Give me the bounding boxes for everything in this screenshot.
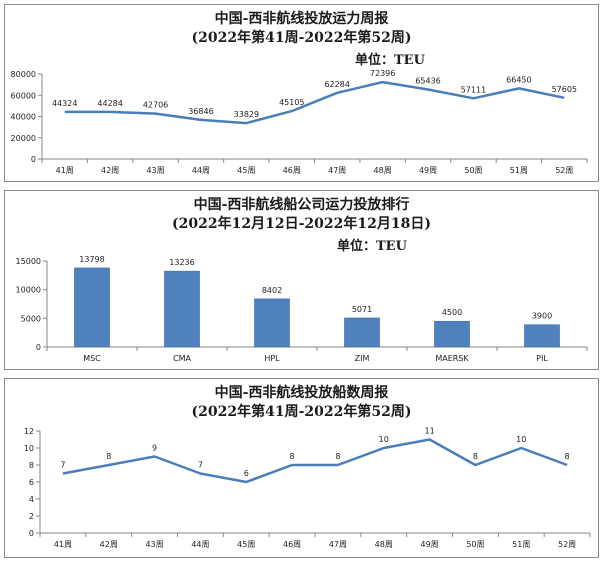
y-tick-label: 0 [29,529,34,538]
y-tick-label: 8 [29,461,34,470]
carrier-bar-chart: 0 5000 10000 15000 13798 MSC 13236 CMA 8402 HPL 50… [16,255,588,363]
x-tick-label: 41周 [54,540,72,549]
bar [254,298,290,348]
x-tick-label: 44周 [192,166,210,175]
bar [344,317,380,348]
x-tick-label: PIL [536,354,548,363]
chart3-subtitle: (2022年第41周-2022年第52周) [191,404,412,420]
y-tick-label: 10 [24,444,34,453]
x-tick-label: 52周 [558,540,576,549]
capacity-line-chart: 0 20000 40000 60000 80000 41周 42周 43周 44周 45周 46周 4… [11,69,588,175]
data-label: 36846 [188,107,213,116]
series-line [64,80,565,125]
x-tick-label: 43周 [145,540,163,549]
chart2-unit: 单位：TEU [337,239,407,254]
data-label: 3900 [532,312,552,321]
chart2-subtitle: (2022年12月12日-2022年12月18日) [172,216,431,232]
series-line [62,438,568,484]
x-tick-label: 48周 [374,166,392,175]
chart1-title: 中国-西非航线投放运力周报 [214,11,389,27]
bar [524,324,560,348]
y-tick-label: 12 [24,427,34,436]
x-tick-label: 46周 [283,166,301,175]
bar [434,320,470,348]
data-label: 62284 [324,80,349,89]
y-tick-label: 4 [29,495,34,504]
data-label: 9 [152,444,157,453]
y-tick-label: 5000 [21,314,41,323]
data-label: 44324 [52,99,77,108]
x-tick-label: CMA [173,354,191,363]
chart1-subtitle: (2022年第41周-2022年第52周) [191,30,412,46]
data-label: 13236 [169,258,194,267]
y-tick-label: 15000 [16,257,41,266]
x-tick-label: 49周 [419,166,437,175]
x-tick-label: 51周 [510,166,528,175]
x-tick-label: 50周 [466,540,484,549]
data-label: 11 [424,427,434,436]
x-tick-label: 52周 [555,166,573,175]
data-label: 10 [516,435,526,444]
data-label: 8 [565,452,570,461]
x-tick-label: MSC [83,354,101,363]
data-label: 8 [335,452,340,461]
x-tick-label: 47周 [329,540,347,549]
x-tick-label: 44周 [191,540,209,549]
x-tick-label: 45周 [237,540,255,549]
x-tick-label: 49周 [420,540,438,549]
y-tick-label: 0 [36,343,41,352]
data-label: 33829 [234,110,259,119]
x-tick-label: 43周 [146,166,164,175]
x-tick-label: 46周 [283,540,301,549]
y-tick-label: 0 [31,155,36,164]
data-label: 72396 [370,69,395,78]
y-tick-label: 40000 [11,113,36,122]
data-label: 66450 [506,75,531,84]
y-tick-label: 10000 [16,286,41,295]
x-tick-label: 47周 [328,166,346,175]
data-label: 4500 [442,308,462,317]
data-label: 7 [60,461,65,470]
vessel-count-line-chart: 0 2 4 6 8 10 12 41周 42周 43周 44周 45周 46周 47周 48周 49周 50周 5… [24,427,591,549]
data-label: 42706 [143,101,168,110]
data-label: 8 [106,452,111,461]
data-label: 45105 [279,98,304,107]
y-tick-label: 20000 [11,134,36,143]
x-tick-label: HPL [264,354,280,363]
x-tick-label: ZIM [355,354,370,363]
chart1-unit: 单位：TEU [355,53,425,68]
data-label: 5071 [352,305,372,314]
data-label: 8402 [262,286,282,295]
chart3-title: 中国-西非航线投放船数周报 [214,385,389,401]
data-label: 10 [379,435,389,444]
bar [74,267,110,348]
x-tick-label: 50周 [464,166,482,175]
y-tick-label: 60000 [11,91,36,100]
y-tick-label: 6 [29,478,34,487]
data-label: 57605 [552,85,577,94]
y-tick-label: 2 [29,512,34,521]
carrier-ranking-panel: 中国-西非航线船公司运力投放排行 (2022年12月12日-2022年12月18… [4,190,599,370]
x-tick-label: 45周 [237,166,255,175]
data-label: 7 [198,461,203,470]
x-tick-label: 41周 [56,166,74,175]
y-tick-label: 80000 [11,70,36,79]
x-tick-label: 42周 [100,540,118,549]
chart2-title: 中国-西非航线船公司运力投放排行 [193,197,410,213]
data-label: 8 [290,452,295,461]
data-label: 57111 [461,85,486,94]
bar [164,270,200,348]
data-label: 13798 [79,255,104,264]
x-tick-label: 51周 [512,540,530,549]
x-tick-label: MAERSK [435,354,469,363]
x-tick-label: 48周 [375,540,393,549]
data-label: 8 [473,452,478,461]
data-label: 65436 [415,76,440,85]
data-label: 44284 [97,99,122,108]
data-label: 6 [244,469,249,478]
capacity-weekly-panel: 中国-西非航线投放运力周报 (2022年第41周-2022年第52周) 单位：T… [4,4,599,182]
x-tick-label: 42周 [101,166,119,175]
